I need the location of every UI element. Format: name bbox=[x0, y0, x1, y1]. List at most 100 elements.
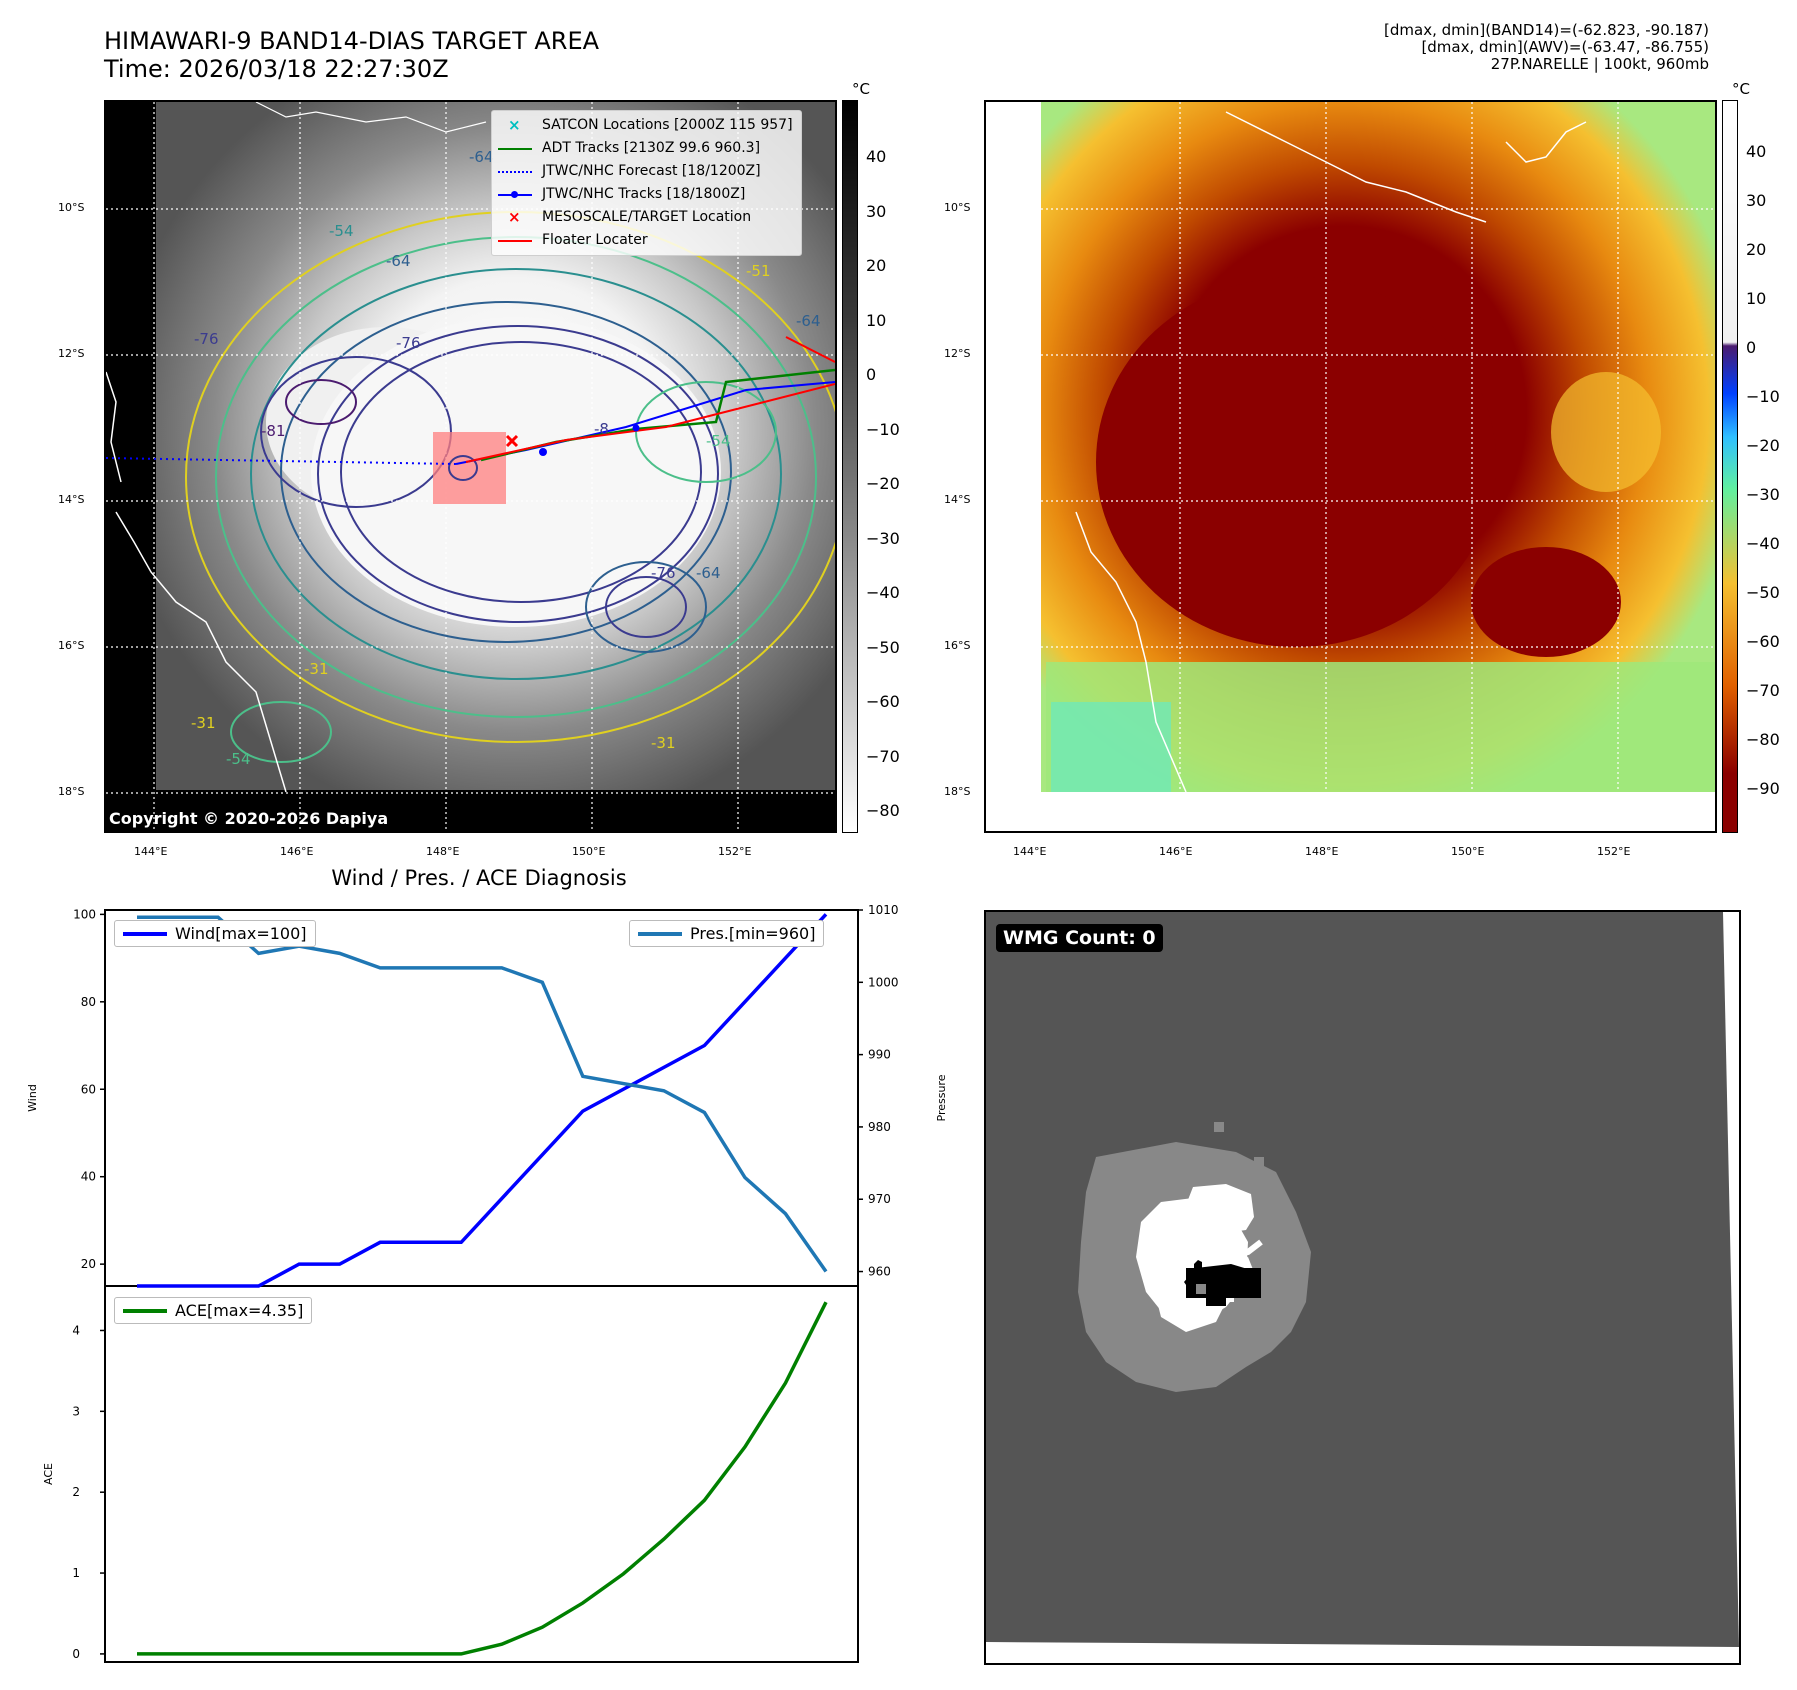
lon-label: 148°E bbox=[1305, 845, 1339, 858]
legend-adt: ADT Tracks [2130Z 99.6 960.3] bbox=[498, 137, 793, 160]
info-line-3: 27P.NARELLE | 100kt, 960mb bbox=[1490, 55, 1709, 73]
lat-label: 14°S bbox=[944, 493, 971, 506]
wind-pressure-axes bbox=[104, 909, 859, 1287]
ace-axes bbox=[104, 1285, 859, 1663]
lon-label: 152°E bbox=[1597, 845, 1631, 858]
colorbar-tick-label: 10 bbox=[866, 310, 887, 330]
contour-label: -54 bbox=[329, 222, 354, 240]
lat-label: 14°S bbox=[58, 493, 85, 506]
info-line-1: [dmax, dmin](BAND14)=(-62.823, -90.187) bbox=[1384, 21, 1709, 39]
colorbar-tick-label: −40 bbox=[866, 583, 900, 602]
colorbar-tick-label: −10 bbox=[1746, 387, 1780, 406]
wmg-panel: WMG Count: 0 bbox=[984, 910, 1741, 1665]
awv-image bbox=[986, 102, 1715, 831]
lon-label: 150°E bbox=[1451, 845, 1485, 858]
pressure-series-line bbox=[137, 915, 828, 1273]
colorbar-tick-label: −30 bbox=[866, 528, 900, 548]
lat-label: 12°S bbox=[944, 347, 971, 360]
wind-tick-label: 80 bbox=[81, 995, 96, 1009]
wind-tick-label: 20 bbox=[81, 1257, 96, 1271]
wmg-image bbox=[986, 912, 1739, 1647]
colorbar-tick-label: −60 bbox=[866, 692, 900, 711]
contour-labels: -64 -54 -64 -76 -76 -81 -8 -76 -64 -31 -… bbox=[106, 102, 835, 831]
ace-plot: 4 3 2 1 0 bbox=[72, 1301, 828, 1661]
colorbar-tick-label: 30 bbox=[866, 201, 887, 221]
grayscale-colorbar bbox=[842, 100, 858, 833]
band14-map: -64 -54 -64 -76 -76 -81 -8 -76 -64 -31 -… bbox=[104, 100, 837, 833]
colorbar-tick-label: −20 bbox=[866, 474, 900, 493]
wind-pressure-plot: 100 80 60 40 20 1010 1000 990 980 970 960 bbox=[73, 903, 899, 1288]
wmg-count-label: WMG Count: 0 bbox=[996, 924, 1163, 952]
contour-label: -31 bbox=[304, 660, 329, 678]
diagnosis-title: Wind / Pres. / ACE Diagnosis bbox=[331, 866, 627, 890]
map-legend: × SATCON Locations [2000Z 115 957] ADT T… bbox=[491, 110, 802, 256]
colorbar-tick-label: −50 bbox=[1746, 583, 1780, 602]
lat-label: 16°S bbox=[944, 639, 971, 652]
colorbar-tick-label: −10 bbox=[866, 419, 900, 439]
wind-tick-label: 60 bbox=[81, 1082, 96, 1096]
contour-label: -51 bbox=[746, 262, 771, 280]
colorbar-tick-label: −60 bbox=[1746, 632, 1780, 651]
contour-label: -81 bbox=[261, 422, 286, 440]
colorbar-tick-label: −30 bbox=[1746, 485, 1780, 504]
pressure-legend: Pres.[min=960] bbox=[629, 920, 825, 947]
ace-axis-label: ACE bbox=[42, 1463, 55, 1485]
colorbar-tick-label: 10 bbox=[1746, 289, 1767, 308]
colorbar-tick-label: −80 bbox=[866, 801, 900, 820]
ace-tick-label: 0 bbox=[72, 1647, 80, 1661]
pressure-tick-label: 1000 bbox=[868, 975, 899, 989]
figure-title: HIMAWARI-9 BAND14-DIAS TARGET AREA Time:… bbox=[104, 27, 599, 83]
wind-tick-label: 40 bbox=[81, 1170, 96, 1184]
colorbar-tick-label: 0 bbox=[866, 365, 877, 384]
lon-label: 146°E bbox=[1159, 845, 1193, 858]
storm-info: [dmax, dmin](BAND14)=(-62.823, -90.187) … bbox=[1384, 22, 1709, 73]
wind-series-line bbox=[137, 913, 828, 1288]
ace-legend: ACE[max=4.35] bbox=[114, 1297, 313, 1324]
ace-tick-label: 2 bbox=[72, 1485, 80, 1499]
contour-label: -76 bbox=[194, 330, 219, 348]
contour-label: -54 bbox=[706, 432, 731, 450]
pressure-axis-label: Pressure bbox=[935, 1074, 948, 1121]
awv-map bbox=[984, 100, 1717, 833]
lat-label: 10°S bbox=[58, 201, 85, 214]
lat-label: 16°S bbox=[58, 639, 85, 652]
wind-axis-label: Wind bbox=[26, 1084, 39, 1112]
colorbar-unit: °C bbox=[852, 80, 870, 98]
colorbar-tick-label: 30 bbox=[1746, 191, 1767, 210]
pressure-tick-label: 990 bbox=[868, 1048, 891, 1062]
wind-legend: Wind[max=100] bbox=[114, 920, 316, 947]
lon-label: 148°E bbox=[426, 845, 460, 858]
legend-line-icon bbox=[123, 931, 167, 936]
pressure-tick-label: 980 bbox=[868, 1120, 891, 1134]
contour-label: -64 bbox=[796, 312, 821, 330]
lon-label: 144°E bbox=[1013, 845, 1047, 858]
lat-label: 10°S bbox=[944, 201, 971, 214]
pressure-tick-label: 970 bbox=[868, 1192, 891, 1206]
lon-label: 146°E bbox=[280, 845, 314, 858]
ace-series-line bbox=[137, 1301, 828, 1656]
colorbar-tick-label: −50 bbox=[866, 637, 900, 657]
awv-colorbar bbox=[1722, 100, 1738, 833]
contour-label: -64 bbox=[386, 252, 411, 270]
colorbar-tick-label: 20 bbox=[866, 256, 887, 275]
ace-tick-label: 3 bbox=[72, 1404, 80, 1418]
colorbar-unit: °C bbox=[1732, 80, 1750, 98]
x-marker-icon: × bbox=[508, 207, 521, 226]
title-line-2: Time: 2026/03/18 22:27:30Z bbox=[104, 55, 449, 83]
colorbar-tick-label: −90 bbox=[1746, 779, 1780, 798]
line-marker-icon bbox=[498, 142, 532, 156]
legend-line-icon bbox=[638, 931, 682, 936]
contour-label: -31 bbox=[651, 734, 676, 752]
wind-pres-ace-chart: 100 80 60 40 20 1010 1000 990 980 970 960 4 3 2 1 0 Wi… bbox=[26, 903, 948, 1663]
title-line-1: HIMAWARI-9 BAND14-DIAS TARGET AREA bbox=[104, 27, 600, 55]
lat-label: 12°S bbox=[58, 347, 85, 360]
copyright-notice: Copyright © 2020-2026 Dapiya bbox=[109, 809, 389, 828]
lon-label: 144°E bbox=[134, 845, 168, 858]
lat-label: 18°S bbox=[58, 785, 85, 798]
colorbar-tick-label: 20 bbox=[1746, 240, 1767, 259]
ace-tick-label: 4 bbox=[72, 1323, 80, 1337]
info-line-2: [dmax, dmin](AWV)=(-63.47, -86.755) bbox=[1421, 38, 1709, 56]
colorbar-tick-label: 40 bbox=[866, 147, 887, 166]
legend-floater: Floater Locater bbox=[498, 229, 793, 252]
contour-label: -8 bbox=[594, 420, 609, 438]
